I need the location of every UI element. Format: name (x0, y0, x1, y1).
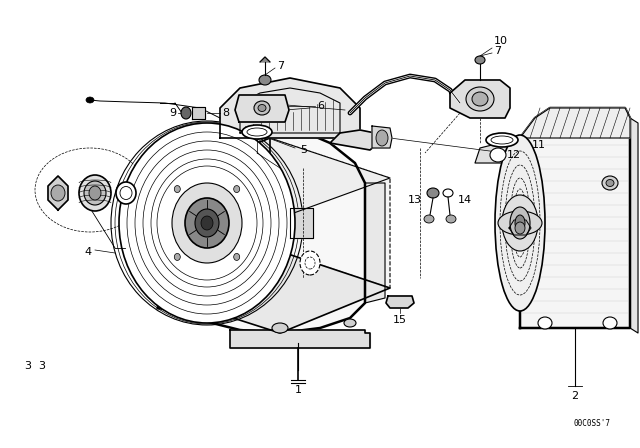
Ellipse shape (119, 123, 295, 323)
Text: 00C0SS'7: 00C0SS'7 (573, 419, 610, 428)
Polygon shape (475, 138, 520, 163)
Ellipse shape (498, 211, 542, 235)
Ellipse shape (490, 148, 506, 162)
Ellipse shape (446, 215, 456, 223)
Text: 6: 6 (317, 101, 324, 111)
Ellipse shape (174, 254, 180, 260)
Polygon shape (372, 126, 392, 148)
Ellipse shape (272, 323, 288, 333)
Ellipse shape (427, 188, 439, 198)
Ellipse shape (510, 207, 530, 239)
Ellipse shape (472, 92, 488, 106)
Polygon shape (230, 330, 370, 348)
Text: 14: 14 (458, 195, 472, 205)
Text: 7: 7 (494, 46, 501, 56)
Ellipse shape (84, 181, 106, 205)
Ellipse shape (242, 125, 272, 139)
Polygon shape (220, 78, 360, 138)
Polygon shape (155, 138, 270, 293)
Polygon shape (630, 118, 638, 333)
Ellipse shape (79, 175, 111, 211)
Ellipse shape (181, 107, 191, 119)
Ellipse shape (185, 198, 229, 248)
Ellipse shape (515, 222, 525, 234)
Ellipse shape (234, 254, 240, 260)
Polygon shape (520, 108, 630, 138)
Text: 13: 13 (408, 195, 422, 205)
Ellipse shape (495, 135, 545, 311)
Text: 15: 15 (393, 315, 407, 325)
Polygon shape (158, 123, 365, 333)
Ellipse shape (603, 317, 617, 329)
Ellipse shape (515, 215, 525, 231)
Polygon shape (365, 183, 385, 303)
Ellipse shape (602, 176, 618, 190)
Text: 3: 3 (38, 361, 45, 371)
Polygon shape (235, 95, 289, 122)
Text: 7: 7 (277, 61, 284, 71)
Polygon shape (270, 138, 390, 288)
Polygon shape (330, 130, 378, 150)
Polygon shape (290, 208, 313, 238)
Polygon shape (48, 176, 68, 210)
Ellipse shape (89, 186, 101, 200)
Ellipse shape (172, 183, 242, 263)
Text: 3: 3 (24, 361, 31, 371)
Ellipse shape (344, 319, 356, 327)
Polygon shape (386, 296, 414, 308)
Ellipse shape (606, 180, 614, 186)
Ellipse shape (502, 195, 538, 251)
Text: 12: 12 (507, 150, 521, 160)
Text: 9: 9 (169, 108, 176, 118)
Polygon shape (155, 138, 390, 218)
Polygon shape (520, 108, 630, 328)
Text: 8: 8 (222, 108, 229, 118)
Ellipse shape (195, 209, 219, 237)
Polygon shape (155, 248, 390, 333)
Ellipse shape (201, 216, 213, 230)
Ellipse shape (475, 56, 485, 64)
Polygon shape (509, 220, 531, 235)
Ellipse shape (538, 317, 552, 329)
Text: 4: 4 (84, 247, 92, 257)
Polygon shape (192, 107, 205, 119)
Ellipse shape (116, 182, 136, 204)
Polygon shape (260, 57, 270, 62)
Ellipse shape (86, 97, 94, 103)
Text: 1: 1 (294, 385, 301, 395)
Ellipse shape (51, 185, 65, 201)
Text: 2: 2 (572, 391, 579, 401)
Ellipse shape (466, 87, 494, 111)
Ellipse shape (424, 215, 434, 223)
Text: 5: 5 (300, 145, 307, 155)
Ellipse shape (258, 104, 266, 112)
Ellipse shape (376, 130, 388, 146)
Ellipse shape (486, 133, 518, 147)
Ellipse shape (234, 185, 240, 193)
Ellipse shape (174, 185, 180, 193)
Polygon shape (450, 80, 510, 118)
Ellipse shape (300, 251, 320, 275)
Text: 10: 10 (494, 36, 508, 46)
Ellipse shape (259, 75, 271, 85)
Ellipse shape (254, 101, 270, 115)
Text: 11: 11 (532, 140, 546, 150)
